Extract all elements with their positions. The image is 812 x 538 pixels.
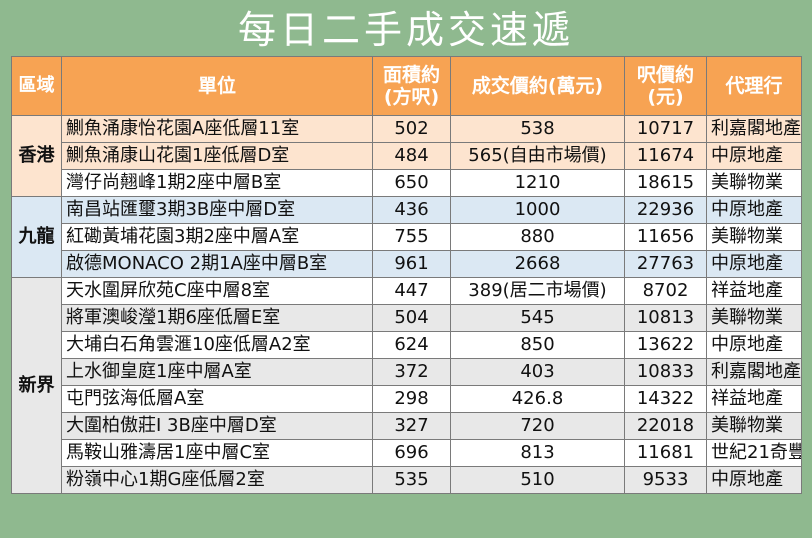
- cell-area: 961: [372, 250, 451, 278]
- cell-unit: 大圍柏傲莊I 3B座中層D室: [61, 412, 373, 440]
- cell-agent: 利嘉閣地產: [706, 358, 802, 386]
- cell-unit: 南昌站匯璽3期3B座中層D室: [61, 196, 373, 224]
- cell-area: 624: [372, 331, 451, 359]
- cell-unit: 啟德MONACO 2期1A座中層B室: [61, 250, 373, 278]
- cell-area: 327: [372, 412, 451, 440]
- header-area: 面積約(方呎): [372, 56, 451, 116]
- cell-area: 298: [372, 385, 451, 413]
- cell-psf: 10833: [624, 358, 707, 386]
- transactions-table: 區域 單位 面積約(方呎) 成交價約(萬元) 呎價約(元) 代理行 香港 鰂魚涌…: [11, 56, 802, 494]
- cell-agent: 中原地產: [706, 466, 802, 494]
- cell-unit: 將軍澳峻瀅1期6座低層E室: [61, 304, 373, 332]
- cell-area: 755: [372, 223, 451, 251]
- cell-psf: 22936: [624, 196, 707, 224]
- cell-agent: 美聯物業: [706, 304, 802, 332]
- table-row: 新界 天水圍屏欣苑C座中層8室 447 389(居二市場價) 8702 祥益地產: [11, 277, 802, 494]
- cell-unit: 天水圍屏欣苑C座中層8室: [61, 277, 373, 305]
- cell-price: 1000: [450, 196, 625, 224]
- cell-price: 426.8: [450, 385, 625, 413]
- cell-agent: 利嘉閣地產: [706, 115, 802, 143]
- cell-psf: 9533: [624, 466, 707, 494]
- cell-psf: 8702: [624, 277, 707, 305]
- cell-area: 504: [372, 304, 451, 332]
- table-header-row: 區域 單位 面積約(方呎) 成交價約(萬元) 呎價約(元) 代理行: [11, 56, 802, 116]
- cell-price: 880: [450, 223, 625, 251]
- table-row: 九龍 南昌站匯璽3期3B座中層D室 436 1000 22936 中原地產: [11, 196, 802, 278]
- cell-price: 2668: [450, 250, 625, 278]
- table-row: 香港 鰂魚涌康怡花園A座低層11室 502 538 10717 利嘉閣地產: [11, 115, 802, 197]
- table-row: 粉嶺中心1期G座低層2室 535 510 9533 中原地產: [12, 466, 802, 494]
- cell-price: 389(居二市場價): [450, 277, 625, 305]
- cell-unit: 鰂魚涌康怡花園A座低層11室: [61, 115, 373, 143]
- cell-area: 484: [372, 142, 451, 170]
- table-row: 紅磡黃埔花園3期2座中層A室 755 880 11656 美聯物業: [12, 223, 802, 251]
- cell-price: 1210: [450, 169, 625, 197]
- cell-area: 436: [372, 196, 451, 224]
- cell-area: 502: [372, 115, 451, 143]
- cell-area: 447: [372, 277, 451, 305]
- cell-area: 650: [372, 169, 451, 197]
- header-unit: 單位: [61, 56, 373, 116]
- cell-price: 813: [450, 439, 625, 467]
- cell-unit: 馬鞍山雅濤居1座中層C室: [61, 439, 373, 467]
- cell-agent: 祥益地產: [706, 277, 802, 305]
- cell-unit: 灣仔尚翹峰1期2座中層B室: [61, 169, 373, 197]
- cell-agent: 中原地產: [706, 142, 802, 170]
- cell-agent: 美聯物業: [706, 223, 802, 251]
- cell-agent: 世紀21奇豐: [706, 439, 802, 467]
- cell-psf: 27763: [624, 250, 707, 278]
- cell-agent: 祥益地產: [706, 385, 802, 413]
- cell-unit: 大埔白石角雲滙10座低層A2室: [61, 331, 373, 359]
- cell-price: 403: [450, 358, 625, 386]
- cell-unit: 粉嶺中心1期G座低層2室: [61, 466, 373, 494]
- cell-psf: 11681: [624, 439, 707, 467]
- header-psf: 呎價約(元): [624, 56, 707, 116]
- table-row: 灣仔尚翹峰1期2座中層B室 650 1210 18615 美聯物業: [12, 169, 802, 197]
- cell-unit: 紅磡黃埔花園3期2座中層A室: [61, 223, 373, 251]
- page-title: 每日二手成交速遞: [237, 8, 574, 52]
- cell-price: 510: [450, 466, 625, 494]
- cell-area: 696: [372, 439, 451, 467]
- table-row: 啟德MONACO 2期1A座中層B室 961 2668 27763 中原地產: [12, 250, 802, 278]
- table-row: 屯門弦海低層A室 298 426.8 14322 祥益地產: [12, 385, 802, 413]
- cell-agent: 美聯物業: [706, 412, 802, 440]
- cell-psf: 11674: [624, 142, 707, 170]
- cell-agent: 美聯物業: [706, 169, 802, 197]
- header-agent: 代理行: [706, 56, 802, 116]
- table-row: 上水御皇庭1座中層A室 372 403 10833 利嘉閣地產: [12, 358, 802, 386]
- header-region: 區域: [11, 56, 62, 116]
- cell-agent: 中原地產: [706, 196, 802, 224]
- cell-agent: 中原地產: [706, 250, 802, 278]
- cell-psf: 10813: [624, 304, 707, 332]
- cell-psf: 14322: [624, 385, 707, 413]
- cell-unit: 上水御皇庭1座中層A室: [61, 358, 373, 386]
- table-row: 大埔白石角雲滙10座低層A2室 624 850 13622 中原地產: [12, 331, 802, 359]
- cell-psf: 11656: [624, 223, 707, 251]
- cell-psf: 22018: [624, 412, 707, 440]
- table-row: 鰂魚涌康山花園1座低層D室 484 565(自由市場價) 11674 中原地產: [12, 142, 802, 170]
- cell-price: 720: [450, 412, 625, 440]
- cell-agent: 中原地產: [706, 331, 802, 359]
- table-row: 將軍澳峻瀅1期6座低層E室 504 545 10813 美聯物業: [12, 304, 802, 332]
- cell-psf: 13622: [624, 331, 707, 359]
- cell-price: 565(自由市場價): [450, 142, 625, 170]
- cell-unit: 屯門弦海低層A室: [61, 385, 373, 413]
- cell-area: 535: [372, 466, 451, 494]
- header-price: 成交價約(萬元): [450, 56, 625, 116]
- cell-price: 538: [450, 115, 625, 143]
- cell-price: 850: [450, 331, 625, 359]
- table-row: 大圍柏傲莊I 3B座中層D室 327 720 22018 美聯物業: [12, 412, 802, 440]
- cell-area: 372: [372, 358, 451, 386]
- region-label-kowloon: 九龍: [11, 196, 62, 278]
- region-label-new-territories: 新界: [11, 277, 62, 494]
- cell-psf: 10717: [624, 115, 707, 143]
- region-label-hk: 香港: [11, 115, 62, 197]
- cell-price: 545: [450, 304, 625, 332]
- cell-unit: 鰂魚涌康山花園1座低層D室: [61, 142, 373, 170]
- cell-psf: 18615: [624, 169, 707, 197]
- table-row: 馬鞍山雅濤居1座中層C室 696 813 11681 世紀21奇豐: [12, 439, 802, 467]
